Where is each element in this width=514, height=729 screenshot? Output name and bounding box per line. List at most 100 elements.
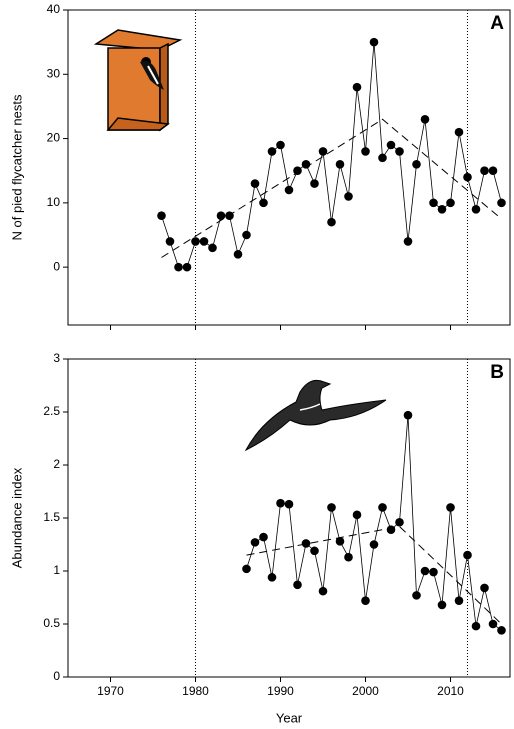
- y-axis-label: N of pied flycatcher nests: [9, 94, 24, 240]
- data-point: [437, 204, 447, 214]
- data-point: [352, 510, 362, 520]
- data-point: [454, 127, 464, 137]
- data-point: [497, 198, 506, 208]
- data-point: [276, 140, 285, 150]
- data-point: [446, 198, 455, 208]
- data-point: [259, 198, 268, 208]
- data-point: [361, 147, 370, 156]
- data-point: [446, 503, 455, 512]
- data-point: [318, 147, 328, 156]
- data-point: [276, 498, 285, 508]
- y-axis-label: Abundance index: [9, 467, 24, 568]
- data-point: [208, 243, 217, 253]
- y-tick-label: 3: [53, 351, 60, 365]
- data-point: [182, 262, 192, 272]
- data-point: [437, 600, 447, 610]
- data-point: [378, 503, 387, 512]
- y-tick-label: 0: [53, 669, 60, 683]
- data-point: [259, 532, 268, 542]
- data-point: [233, 249, 243, 259]
- data-point: [284, 185, 294, 195]
- data-point: [344, 552, 353, 562]
- data-point: [420, 566, 430, 576]
- data-point: [429, 567, 438, 577]
- x-tick-label: 1980: [182, 684, 209, 698]
- data-point: [429, 198, 438, 208]
- data-point: [386, 525, 396, 534]
- data-point: [267, 573, 277, 582]
- data-point: [420, 114, 430, 124]
- data-point: [216, 211, 226, 221]
- data-point: [310, 546, 319, 556]
- data-point: [242, 564, 251, 574]
- data-point: [463, 172, 472, 182]
- data-point: [403, 410, 413, 420]
- data-point: [497, 626, 506, 635]
- x-axis-label: Year: [276, 710, 303, 725]
- y-tick-label: 30: [47, 66, 61, 80]
- data-point: [318, 586, 328, 596]
- data-point: [395, 517, 404, 527]
- data-point: [327, 217, 336, 227]
- y-tick-label: 2.5: [43, 404, 60, 418]
- data-point: [242, 230, 251, 240]
- data-point: [293, 166, 302, 176]
- data-point: [395, 147, 404, 156]
- y-tick-label: 0.5: [43, 616, 60, 630]
- data-point: [199, 237, 209, 246]
- data-point: [471, 204, 481, 214]
- data-point: [225, 211, 234, 221]
- data-point: [378, 153, 387, 163]
- data-point: [412, 159, 421, 169]
- data-point: [310, 179, 319, 188]
- data-point: [157, 211, 166, 221]
- data-point: [327, 503, 336, 512]
- data-point: [386, 140, 396, 150]
- y-tick-label: 40: [47, 2, 61, 16]
- data-point: [454, 596, 464, 605]
- data-point: [361, 596, 370, 605]
- data-point: [412, 591, 421, 600]
- data-point: [480, 583, 489, 593]
- y-tick-label: 1: [53, 563, 60, 577]
- data-point: [352, 82, 362, 92]
- data-point: [267, 147, 277, 156]
- plot-frame: [67, 9, 511, 326]
- y-tick-label: 2: [53, 457, 60, 471]
- data-point: [488, 166, 498, 176]
- data-point: [191, 237, 200, 246]
- trend-line: [246, 525, 502, 625]
- data-line: [246, 415, 502, 631]
- data-point: [471, 621, 481, 631]
- data-point: [488, 619, 498, 629]
- data-point: [301, 539, 311, 548]
- data-point: [174, 262, 183, 272]
- data-point: [335, 159, 345, 169]
- panel-label: B: [490, 362, 504, 383]
- x-tick-label: 1970: [97, 684, 124, 698]
- x-tick-label: 2000: [352, 684, 379, 698]
- y-tick-label: 1.5: [43, 510, 60, 524]
- bird-illustration: [244, 379, 387, 452]
- trend-line: [161, 118, 502, 258]
- y-tick-label: 20: [47, 131, 61, 145]
- data-point: [403, 237, 413, 246]
- x-tick-label: 2010: [437, 684, 464, 698]
- data-point: [335, 537, 345, 546]
- y-tick-label: 10: [47, 195, 61, 209]
- birdhouse-illustration: [93, 29, 183, 132]
- data-line: [161, 42, 502, 268]
- data-point: [480, 166, 489, 176]
- data-point: [369, 37, 379, 47]
- x-tick-label: 1990: [267, 684, 294, 698]
- data-point: [293, 580, 302, 590]
- data-point: [250, 179, 260, 188]
- y-tick-label: 0: [53, 259, 60, 273]
- data-point: [463, 550, 472, 560]
- data-point: [369, 540, 379, 549]
- data-point: [250, 538, 260, 547]
- data-point: [165, 237, 175, 246]
- data-point: [344, 192, 353, 201]
- data-point: [301, 159, 311, 169]
